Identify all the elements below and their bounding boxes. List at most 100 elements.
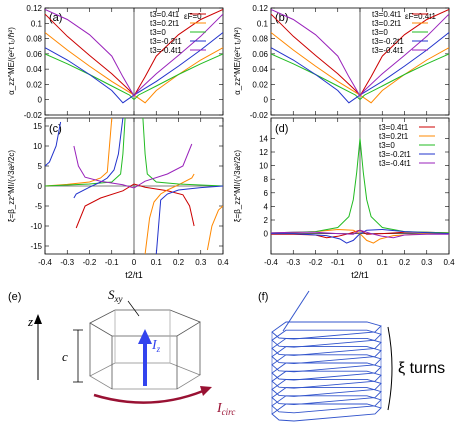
y-tick-label: 5 — [38, 162, 43, 171]
legend-label: t3=-0.2t1 — [150, 37, 182, 46]
legend-label: t3=-0.2t1 — [372, 37, 404, 46]
y-tick-label: 10 — [259, 162, 268, 171]
y-tick-label: 0 — [264, 230, 269, 239]
y-tick-label: 0.02 — [252, 80, 268, 89]
legend-label: t3=0.4t1 — [150, 10, 180, 19]
y-tick-label: 0.12 — [26, 4, 42, 13]
x-tick-label: -0.3 — [60, 258, 74, 267]
legend-label: t3=0.2t1 — [372, 19, 402, 28]
x-tick-label: -0.1 — [331, 258, 345, 267]
series-line — [271, 9, 449, 97]
x-tick-label: 0.4 — [217, 258, 229, 267]
x-tick-label: 0 — [132, 258, 137, 267]
y-tick-label: -10 — [30, 222, 42, 231]
y-tick-label: 0.02 — [26, 80, 42, 89]
x-tick-label: 0 — [358, 258, 363, 267]
y-tick-label: 15 — [33, 122, 42, 131]
y-tick-label: 6 — [264, 189, 269, 198]
y-tick-label: 0.04 — [26, 65, 42, 74]
coil-turn — [271, 387, 382, 406]
panel-d-label: (d) — [275, 123, 288, 135]
y-tick-label: 2 — [264, 216, 269, 225]
legend-label: t3=0.4t1 — [379, 123, 409, 132]
y-tick-label: 10 — [33, 142, 42, 151]
hexagonal-prism — [89, 309, 201, 390]
turns-brace — [387, 326, 393, 411]
panel-b-series — [271, 8, 449, 115]
series-line — [75, 183, 195, 229]
y-tick-label: 0.08 — [252, 35, 268, 44]
series-line — [45, 9, 223, 97]
coil-lead-wire — [282, 290, 310, 332]
coil-turn — [271, 403, 382, 422]
panel-d-series — [271, 118, 449, 254]
z-axis-arrowhead — [34, 314, 42, 324]
panel-c-ylabel: ξ=β_zz^MI/(√3a²/2c) — [7, 150, 16, 222]
coil-turn — [271, 321, 382, 340]
y-tick-label: 0.12 — [252, 4, 268, 13]
series-line — [271, 53, 449, 101]
panel-a-annotation: εF=0 — [184, 12, 202, 21]
x-tick-label: 0.3 — [195, 258, 207, 267]
panel-d-xlabel: t2/t1 — [351, 270, 369, 280]
coil-turn — [271, 362, 382, 381]
coil-turn — [271, 329, 382, 348]
y-tick-label: -0.02 — [24, 111, 43, 120]
x-tick-label: 0.1 — [377, 258, 389, 267]
x-tick-label: 0.3 — [421, 258, 433, 267]
series-line — [155, 185, 223, 254]
x-tick-label: -0.4 — [38, 258, 52, 267]
legend-label: t3=0.2t1 — [379, 132, 409, 141]
legend-label: t3=0 — [150, 28, 166, 37]
x-tick-label: 0.2 — [399, 258, 411, 267]
panel-b-plot: (b) εF=0.4t1 α_zz^ME/(e²τ t₁/ℏ²) -0.0200… — [233, 4, 450, 120]
y-tick-label: -15 — [30, 242, 42, 251]
panel-d-yticks: 0 2 4 6 8 10 12 14 — [259, 134, 449, 239]
coil-turn — [271, 378, 382, 397]
panel-b-yticks: -0.02 0 0.02 0.04 0.06 0.08 0.1 0.12 — [250, 4, 449, 120]
y-tick-label: -5 — [35, 202, 43, 211]
panel-e-schematic: (e) z c Sxy Iz Icirc — [8, 287, 235, 417]
y-tick-label: 0.1 — [31, 19, 43, 28]
icirc-arc — [93, 389, 204, 404]
legend-label: t3=0.4t1 — [372, 10, 402, 19]
panel-f-label: (f) — [258, 291, 268, 303]
legend-label: t3=-0.4t1 — [379, 159, 411, 168]
x-tick-label: -0.3 — [286, 258, 300, 267]
y-tick-label: 0.06 — [252, 50, 268, 59]
panel-c-xlabel: t2/t1 — [125, 270, 143, 280]
panel-a-plot: (a) εF=0 α_zz^ME/(e²τ t₁/ℏ²) -0.0200.020… — [7, 4, 224, 120]
legend-label: t3=-0.4t1 — [150, 46, 182, 55]
series-line — [144, 173, 195, 254]
turns-label: ξ turns — [398, 360, 445, 377]
x-tick-label: 0.1 — [151, 258, 163, 267]
series-line — [142, 118, 223, 187]
y-tick-label: 4 — [264, 202, 269, 211]
x-tick-label: -0.2 — [83, 258, 97, 267]
series-line — [73, 143, 193, 189]
coil-turn — [271, 354, 382, 373]
y-tick-label: 0.08 — [26, 35, 42, 44]
panel-b-ylabel: α_zz^ME/(e²τ t₁/ℏ²) — [233, 27, 242, 95]
series-line — [45, 32, 223, 104]
x-tick-label: 0.4 — [443, 258, 455, 267]
panel-e-label: (e) — [8, 291, 21, 303]
panel-c-plot: (c) ξ=β_zz^MI/(√3a²/2c) t2/t1 -15-10-505… — [7, 117, 229, 280]
series-line — [271, 229, 449, 239]
panel-b-annotation: εF=0.4t1 — [405, 12, 436, 21]
x-tick-label: -0.4 — [264, 258, 278, 267]
panel-a-ylabel: α_zz^ME/(e²τ t₁/ℏ²) — [7, 27, 16, 95]
y-tick-label: 0.04 — [252, 65, 268, 74]
y-tick-label: 8 — [264, 175, 269, 184]
y-tick-label: 0.1 — [257, 19, 269, 28]
coil-turn — [271, 346, 382, 365]
series-line — [271, 138, 449, 234]
y-tick-label: 0 — [38, 96, 43, 105]
y-tick-label: 0.06 — [26, 50, 42, 59]
y-tick-label: 0 — [38, 182, 43, 191]
x-tick-label: -0.2 — [309, 258, 323, 267]
